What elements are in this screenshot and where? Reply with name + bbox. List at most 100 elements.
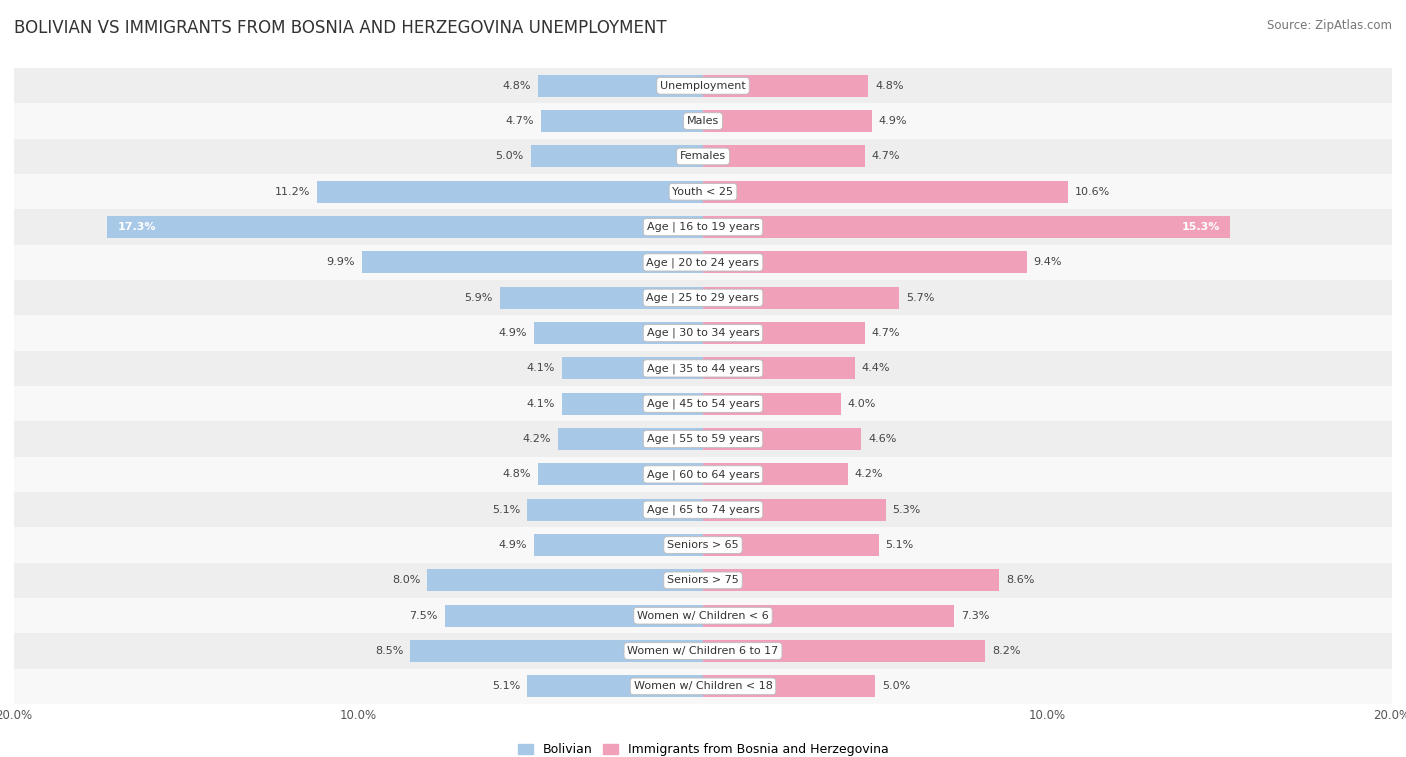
Text: 4.9%: 4.9% bbox=[879, 116, 907, 126]
Bar bbox=[14, 492, 1392, 528]
Bar bbox=[318, 181, 703, 203]
Text: 5.1%: 5.1% bbox=[886, 540, 914, 550]
Text: 10.6%: 10.6% bbox=[1076, 187, 1111, 197]
Text: 15.3%: 15.3% bbox=[1181, 222, 1219, 232]
Text: 4.8%: 4.8% bbox=[502, 469, 531, 479]
Text: Age | 20 to 24 years: Age | 20 to 24 years bbox=[647, 257, 759, 268]
Text: 4.1%: 4.1% bbox=[526, 363, 555, 373]
Bar bbox=[703, 111, 872, 132]
Bar bbox=[411, 640, 703, 662]
Bar bbox=[14, 598, 1392, 634]
Bar bbox=[14, 562, 1392, 598]
Text: Age | 16 to 19 years: Age | 16 to 19 years bbox=[647, 222, 759, 232]
Text: 8.6%: 8.6% bbox=[1007, 575, 1035, 585]
Text: Age | 35 to 44 years: Age | 35 to 44 years bbox=[647, 363, 759, 374]
Bar bbox=[14, 139, 1392, 174]
Text: Age | 45 to 54 years: Age | 45 to 54 years bbox=[647, 398, 759, 409]
Bar bbox=[534, 534, 703, 556]
Bar bbox=[703, 569, 1000, 591]
Bar bbox=[703, 393, 841, 415]
Text: 5.1%: 5.1% bbox=[492, 505, 520, 515]
Bar bbox=[361, 251, 703, 273]
Bar bbox=[703, 287, 900, 309]
Bar bbox=[703, 75, 869, 97]
Text: 8.2%: 8.2% bbox=[993, 646, 1021, 656]
Bar bbox=[14, 245, 1392, 280]
Text: Age | 25 to 29 years: Age | 25 to 29 years bbox=[647, 292, 759, 303]
Text: 9.4%: 9.4% bbox=[1033, 257, 1062, 267]
Bar bbox=[703, 534, 879, 556]
Text: Women w/ Children 6 to 17: Women w/ Children 6 to 17 bbox=[627, 646, 779, 656]
Bar bbox=[703, 322, 865, 344]
Text: 4.2%: 4.2% bbox=[855, 469, 883, 479]
Bar bbox=[14, 68, 1392, 104]
Text: 4.6%: 4.6% bbox=[869, 434, 897, 444]
Bar bbox=[703, 428, 862, 450]
Text: 4.0%: 4.0% bbox=[848, 399, 876, 409]
Text: 4.7%: 4.7% bbox=[506, 116, 534, 126]
Bar bbox=[14, 456, 1392, 492]
Text: 4.4%: 4.4% bbox=[862, 363, 890, 373]
Text: Males: Males bbox=[688, 116, 718, 126]
Text: 5.0%: 5.0% bbox=[496, 151, 524, 161]
Bar bbox=[14, 386, 1392, 422]
Bar bbox=[562, 357, 703, 379]
Text: 8.5%: 8.5% bbox=[375, 646, 404, 656]
Text: 7.5%: 7.5% bbox=[409, 611, 437, 621]
Bar bbox=[14, 350, 1392, 386]
Bar bbox=[14, 634, 1392, 668]
Bar bbox=[703, 217, 1230, 238]
Text: BOLIVIAN VS IMMIGRANTS FROM BOSNIA AND HERZEGOVINA UNEMPLOYMENT: BOLIVIAN VS IMMIGRANTS FROM BOSNIA AND H… bbox=[14, 19, 666, 37]
Text: 11.2%: 11.2% bbox=[276, 187, 311, 197]
Bar bbox=[703, 675, 875, 697]
Bar bbox=[427, 569, 703, 591]
Bar bbox=[703, 640, 986, 662]
Text: Seniors > 65: Seniors > 65 bbox=[668, 540, 738, 550]
Text: 4.7%: 4.7% bbox=[872, 151, 900, 161]
Bar bbox=[531, 145, 703, 167]
Text: Seniors > 75: Seniors > 75 bbox=[666, 575, 740, 585]
Bar bbox=[527, 499, 703, 521]
Bar bbox=[444, 605, 703, 627]
Bar bbox=[537, 75, 703, 97]
Bar bbox=[14, 174, 1392, 210]
Text: Age | 30 to 34 years: Age | 30 to 34 years bbox=[647, 328, 759, 338]
Bar bbox=[562, 393, 703, 415]
Bar bbox=[14, 104, 1392, 139]
Text: 7.3%: 7.3% bbox=[962, 611, 990, 621]
Text: 4.1%: 4.1% bbox=[526, 399, 555, 409]
Bar bbox=[14, 668, 1392, 704]
Text: 17.3%: 17.3% bbox=[117, 222, 156, 232]
Text: Age | 65 to 74 years: Age | 65 to 74 years bbox=[647, 504, 759, 515]
Bar bbox=[703, 181, 1069, 203]
Text: 4.9%: 4.9% bbox=[499, 540, 527, 550]
Legend: Bolivian, Immigrants from Bosnia and Herzegovina: Bolivian, Immigrants from Bosnia and Her… bbox=[513, 738, 893, 757]
Text: 5.3%: 5.3% bbox=[893, 505, 921, 515]
Text: 4.8%: 4.8% bbox=[502, 81, 531, 91]
Text: Source: ZipAtlas.com: Source: ZipAtlas.com bbox=[1267, 19, 1392, 32]
Bar bbox=[703, 357, 855, 379]
Bar bbox=[14, 422, 1392, 456]
Bar bbox=[703, 251, 1026, 273]
Text: Age | 55 to 59 years: Age | 55 to 59 years bbox=[647, 434, 759, 444]
Text: 5.7%: 5.7% bbox=[907, 293, 935, 303]
Text: 9.9%: 9.9% bbox=[326, 257, 356, 267]
Bar bbox=[703, 145, 865, 167]
Bar bbox=[537, 463, 703, 485]
Text: Youth < 25: Youth < 25 bbox=[672, 187, 734, 197]
Text: Women w/ Children < 18: Women w/ Children < 18 bbox=[634, 681, 772, 691]
Text: 5.0%: 5.0% bbox=[882, 681, 910, 691]
Bar bbox=[703, 463, 848, 485]
Bar bbox=[541, 111, 703, 132]
Text: 5.9%: 5.9% bbox=[464, 293, 494, 303]
Text: 4.8%: 4.8% bbox=[875, 81, 904, 91]
Bar bbox=[558, 428, 703, 450]
Bar bbox=[534, 322, 703, 344]
Text: 5.1%: 5.1% bbox=[492, 681, 520, 691]
Bar bbox=[14, 316, 1392, 350]
Text: 8.0%: 8.0% bbox=[392, 575, 420, 585]
Bar bbox=[14, 210, 1392, 245]
Text: 4.9%: 4.9% bbox=[499, 328, 527, 338]
Bar bbox=[703, 605, 955, 627]
Bar bbox=[14, 528, 1392, 562]
